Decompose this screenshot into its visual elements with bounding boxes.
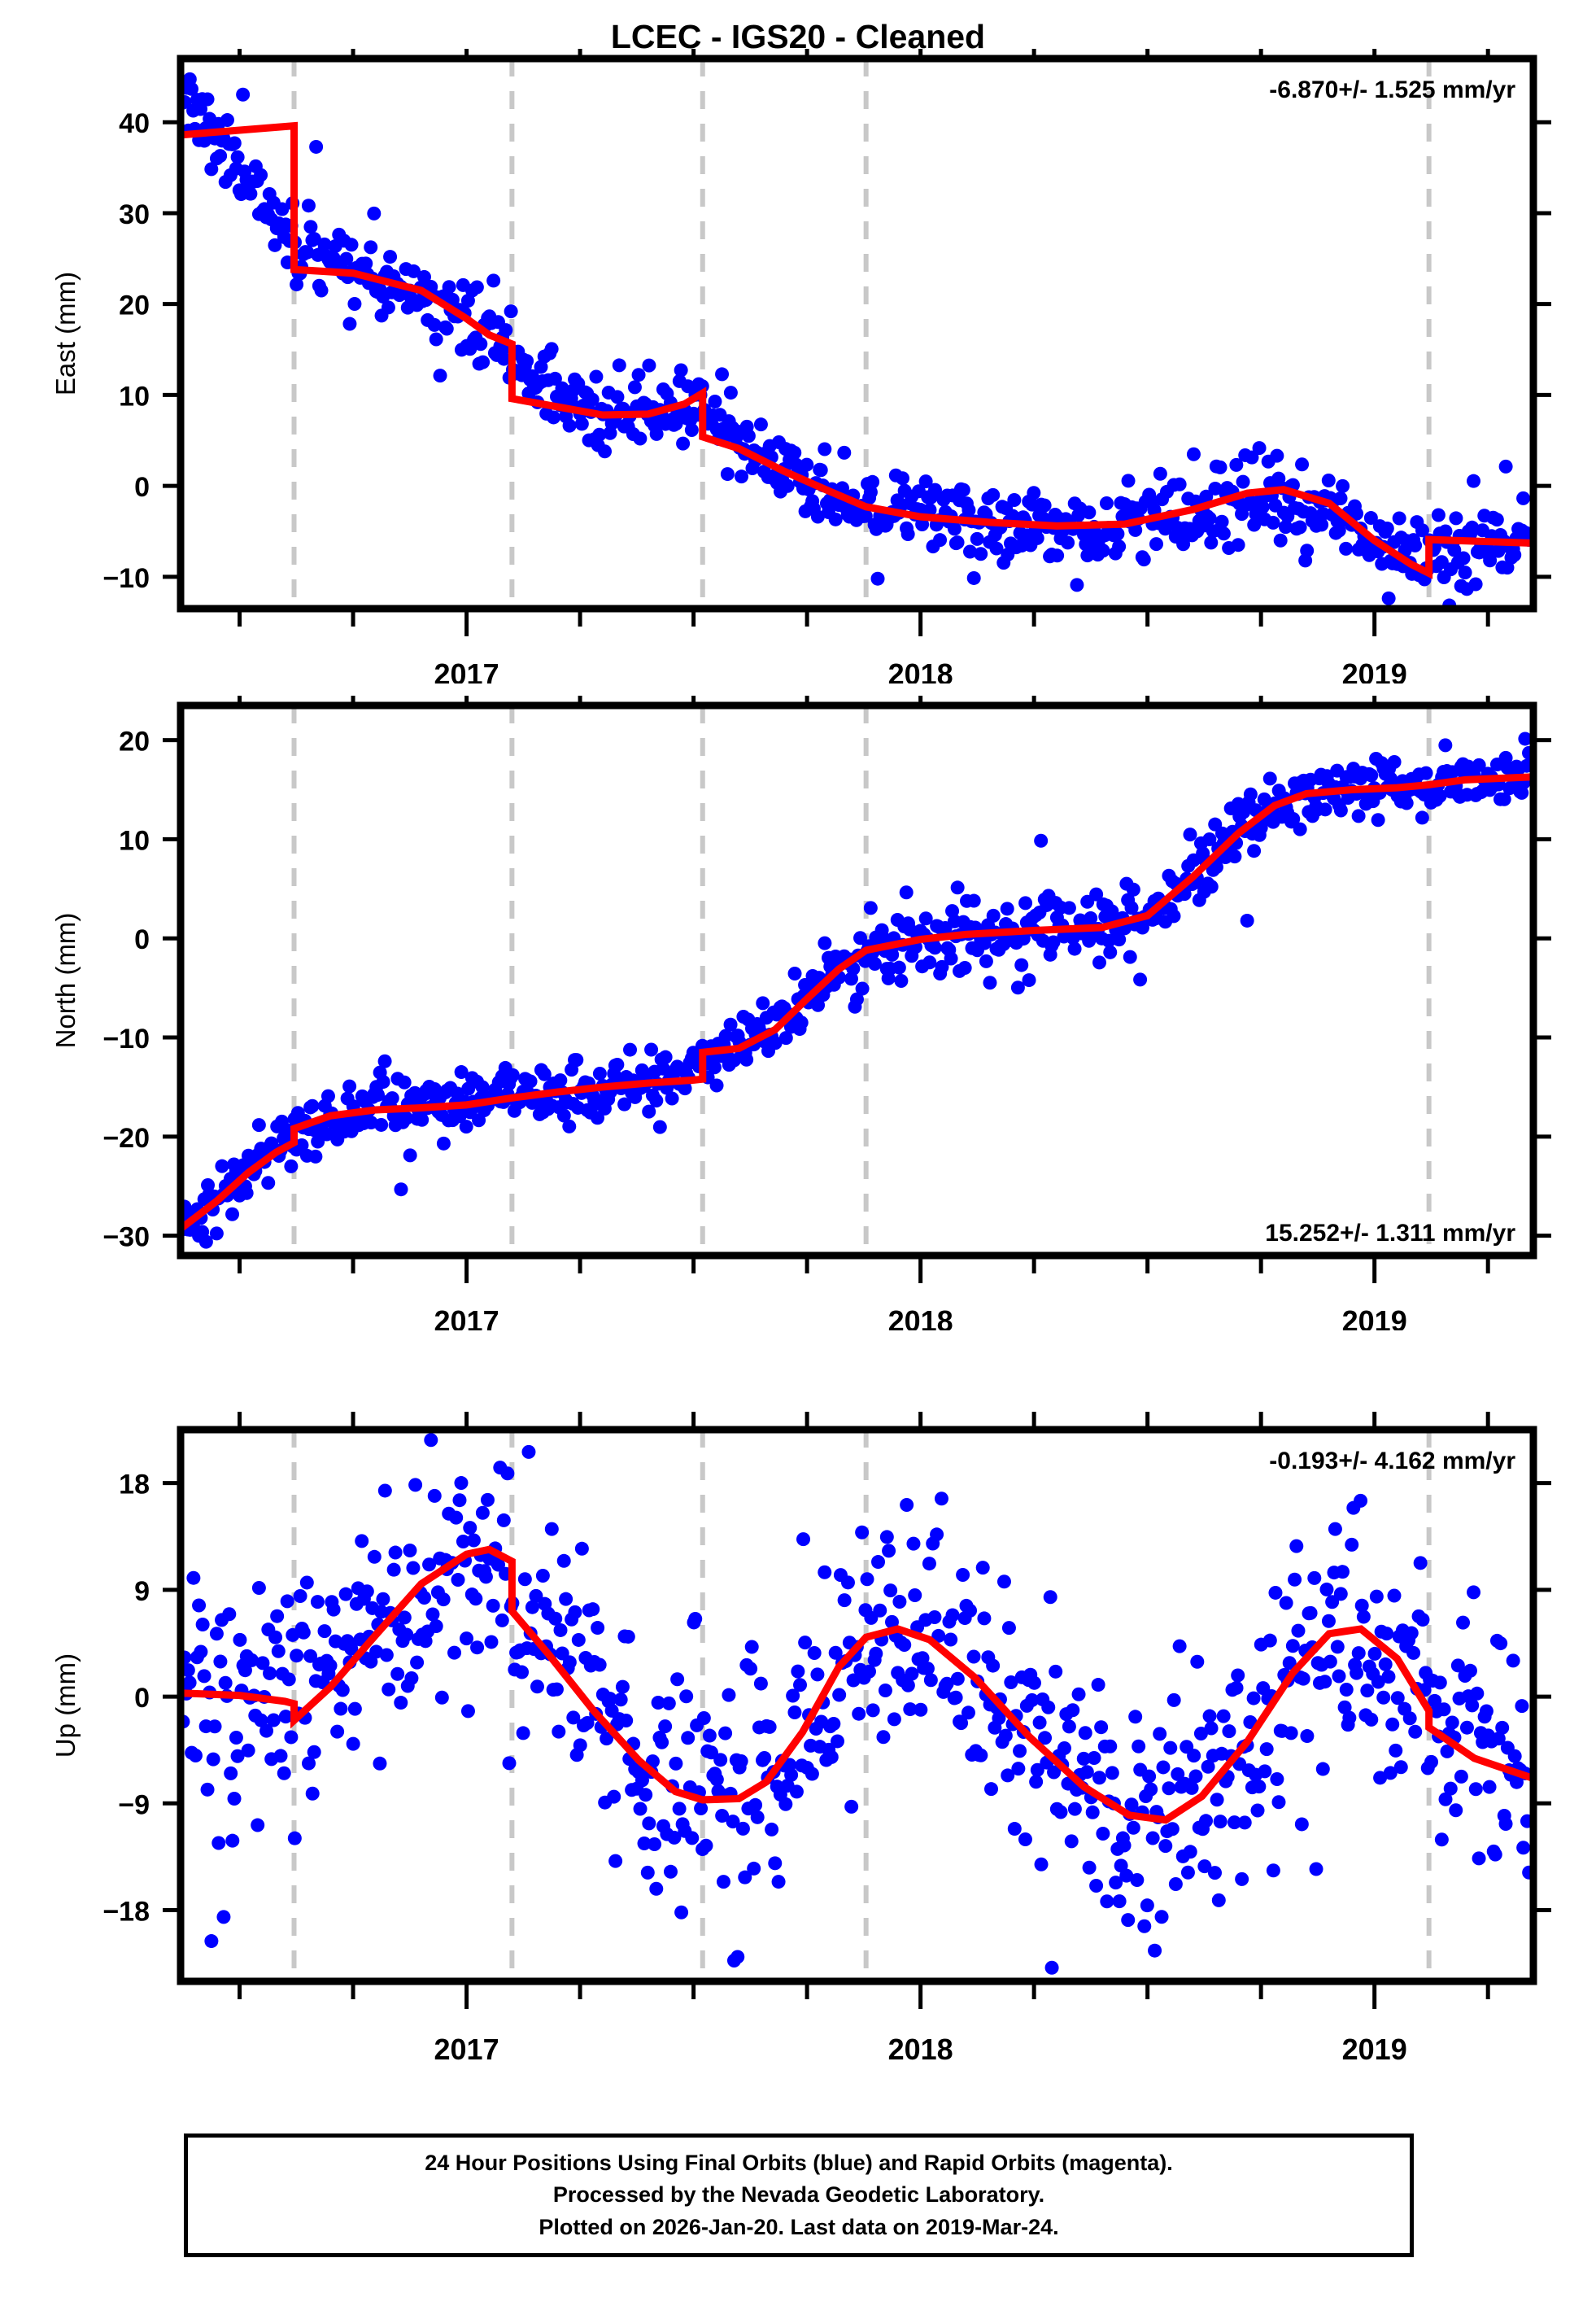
up-xtick-label: 2019 [1342,2033,1407,2066]
east-xtick-label: 2018 [888,657,953,684]
north-ytick-label: 20 [119,727,150,758]
up-y-axis-title: Up (mm) [50,1653,81,1758]
up-x-axis: 2017 2018 2019 [238,1412,1490,2066]
east-data-points [181,72,1533,609]
east-rate-annotation: -6.870+/- 1.525 mm/yr [1269,76,1515,103]
up-plot-background [181,1430,1533,1981]
north-ytick-label: 10 [119,825,150,856]
up-ytick-label: −9 [118,1789,150,1820]
north-y-axis: 20 10 0 −10 −20 −30 [102,727,1551,1253]
north-ytick-label: 0 [134,924,150,955]
footer-caption-box: 24 Hour Positions Using Final Orbits (bl… [184,2133,1414,2257]
svg-text:-0.193+/- 4.162 mm/yr: -0.193+/- 4.162 mm/yr [1269,1448,1515,1474]
east-x-axis: 2017 2018 2019 [238,49,1490,684]
north-xtick-label: 2017 [434,1304,499,1330]
east-xtick-label: 2019 [1342,657,1407,684]
panel-north: 20 10 0 −10 −20 −30 2017 2018 2019 North (mm) 15.2… [0,696,1596,1330]
footer-line-2: Processed by the Nevada Geodetic Laborat… [552,2182,1045,2208]
north-axes-frame [177,701,1537,1260]
up-ytick-label: 18 [119,1470,150,1500]
up-axes-frame [177,1426,1537,1985]
north-y-axis-title: North (mm) [50,913,81,1049]
north-xtick-label: 2018 [888,1304,953,1330]
svg-text:North (mm): North (mm) [50,913,81,1049]
north-event-lines [291,705,1432,1256]
up-model-line [181,1545,1533,1824]
east-y-axis: 40 30 20 10 0 −10 [102,108,1551,594]
east-ytick-label: 10 [119,381,150,412]
footer-line-3: Plotted on 2026-Jan-20. Last data on 201… [539,2214,1059,2239]
panel-east: 40 30 20 10 0 −10 2017 2018 2019 East (mm) -6.870+… [0,49,1596,684]
figure-title: LCEC - IGS20 - Cleaned [610,18,986,55]
north-plot-svg: 20 10 0 −10 −20 −30 2017 2018 2019 North (mm) 15.2… [50,696,1551,1330]
up-ytick-label: 9 [134,1576,150,1607]
up-xtick-label: 2018 [888,2033,953,2066]
north-x-axis: 2017 2018 2019 [238,696,1490,1330]
svg-text:-6.870+/- 1.525 mm/yr: -6.870+/- 1.525 mm/yr [1269,76,1515,103]
east-axes-frame [177,55,1537,613]
up-rate-annotation: -0.193+/- 4.162 mm/yr [1269,1448,1515,1474]
svg-text:East (mm): East (mm) [50,272,81,395]
north-ytick-label: −20 [102,1123,150,1154]
east-ytick-label: 40 [119,108,150,139]
east-xtick-label: 2017 [434,657,499,684]
east-y-axis-title: East (mm) [50,272,81,395]
east-ytick-label: 30 [119,199,150,230]
east-plot-svg: 40 30 20 10 0 −10 2017 2018 2019 East (mm) -6.870+… [50,49,1551,684]
up-plot-svg: 18 9 0 −9 −18 2017 2018 2019 Up (mm) -0.193+/- 4.… [50,1412,1551,2066]
up-y-axis: 18 9 0 −9 −18 [102,1470,1551,1928]
north-ytick-label: −30 [102,1222,150,1253]
up-ytick-label: −18 [102,1897,150,1928]
up-xtick-label: 2017 [434,2033,499,2066]
up-ytick-label: 0 [134,1683,150,1714]
footer-line-1: 24 Hour Positions Using Final Orbits (bl… [425,2151,1173,2176]
north-rate-annotation: 15.252+/- 1.311 mm/yr [1265,1220,1515,1247]
north-model-line [181,773,1533,1232]
east-ytick-label: 0 [134,472,150,503]
svg-text:Up (mm): Up (mm) [50,1653,81,1758]
east-model-line [181,121,1533,579]
east-ytick-label: 20 [119,290,150,321]
east-ytick-label: −10 [102,563,150,594]
north-ytick-label: −10 [102,1024,150,1055]
svg-text:15.252+/- 1.311 mm/yr: 15.252+/- 1.311 mm/yr [1265,1220,1515,1247]
panel-up: 18 9 0 −9 −18 2017 2018 2019 Up (mm) -0.193+/- 4.… [0,1412,1596,2087]
north-xtick-label: 2019 [1342,1304,1407,1330]
